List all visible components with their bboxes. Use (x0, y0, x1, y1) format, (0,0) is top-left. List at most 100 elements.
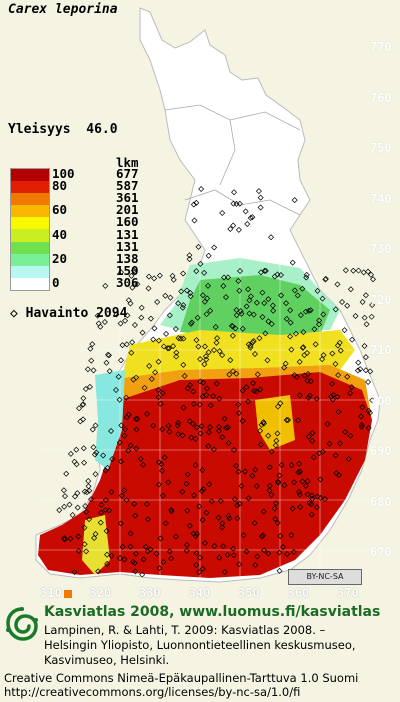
legend-colorbar (10, 168, 50, 291)
observation-diamond (148, 376, 155, 383)
observation-diamond (266, 464, 273, 471)
observation-diamond (368, 313, 375, 320)
observation-diamond (205, 443, 212, 450)
legend-swatch (11, 229, 49, 242)
observation-diamond (311, 326, 318, 333)
frequency-label: Yleisyys 46.0 (8, 122, 118, 137)
observation-diamond (250, 380, 257, 387)
observation-diamond (345, 455, 352, 462)
license-url[interactable]: http://creativecommons.org/licenses/by-n… (4, 685, 301, 699)
observation-diamond (108, 427, 115, 434)
observation-diamond (210, 446, 217, 453)
observation-diamond (60, 487, 67, 494)
observation-diamond (158, 461, 165, 468)
observation-diamond (159, 390, 166, 397)
observation-diamond (198, 488, 205, 495)
observation-diamond (207, 402, 214, 409)
observation-diamond (268, 320, 275, 327)
observation-diamond (124, 312, 131, 319)
observation-diamond (105, 351, 112, 358)
observation-diamond (129, 339, 136, 346)
observation-diamond (204, 295, 211, 302)
legend-swatch (11, 217, 49, 230)
observation-diamond (63, 470, 70, 477)
observation-diamond (370, 276, 377, 283)
observation-diamond (257, 204, 264, 211)
observation-diamond (215, 514, 222, 521)
zone-yellow-patch (255, 395, 295, 450)
observation-diamond (183, 480, 190, 487)
observation-diamond (296, 392, 303, 399)
observation-diamond (363, 321, 370, 328)
observation-diamond (195, 243, 202, 250)
observation-diamond (92, 471, 99, 478)
observation-diamond (256, 335, 263, 342)
observation-diamond (145, 285, 152, 292)
observation-diamond (108, 489, 115, 496)
zone-yellow-coast (82, 515, 110, 575)
observation-diamond (198, 186, 205, 193)
observation-diamond (236, 287, 243, 294)
observation-diamond (82, 386, 89, 393)
observation-diamond (261, 267, 268, 274)
observation-diamond (102, 497, 109, 504)
observation-diamond (93, 449, 100, 456)
observation-diamond (312, 341, 319, 348)
observation-diamond (219, 524, 226, 531)
observation-diamond (294, 292, 301, 299)
observation-diamond (250, 311, 257, 318)
observation-diamond (200, 486, 207, 493)
observation-diamond (187, 290, 194, 297)
legend-count: 131 (116, 238, 139, 254)
observation-diamond (280, 544, 287, 551)
observation-diamond (226, 371, 233, 378)
observation-diamond (253, 483, 260, 490)
observation-diamond (334, 281, 341, 288)
observation-diamond (186, 522, 193, 529)
observation-diamond (268, 234, 275, 241)
observation-diamond (86, 487, 93, 494)
observation-diamond (249, 472, 256, 479)
observation-diamond (310, 454, 317, 461)
observation-diamond (232, 325, 239, 332)
observation-diamond (179, 304, 186, 311)
observation-diamond (329, 380, 336, 387)
observation-diamond (236, 500, 243, 507)
observation-diamond (157, 400, 164, 407)
observation-diamond (133, 426, 140, 433)
observation-diamond (172, 325, 179, 332)
observation-diamond (140, 556, 147, 563)
observation-diamond (140, 461, 147, 468)
observation-diamond (207, 307, 214, 314)
observation-diamond (155, 481, 162, 488)
cc-license-badge[interactable]: BY-NC-SA (288, 569, 362, 585)
legend-class-label: 20 (52, 250, 68, 266)
observation-diamond (265, 296, 272, 303)
observation-diamond (155, 387, 162, 393)
observation-diamond (125, 447, 132, 454)
observation-diamond (197, 260, 204, 267)
observation-diamond (145, 516, 152, 523)
observation-diamond (320, 311, 327, 318)
observation-diamond (157, 535, 164, 542)
observation-diamond (87, 345, 94, 352)
observation-diamond (276, 567, 283, 574)
observation-diamond (239, 325, 246, 332)
observation-diamond (72, 493, 79, 500)
observation-diamond (334, 342, 341, 349)
observation-diamond (250, 337, 257, 344)
observation-diamond (159, 467, 166, 474)
observation-diamond (210, 393, 217, 400)
observation-diamond (306, 392, 313, 399)
observation-diamond (190, 388, 197, 395)
legend-swatch (11, 265, 49, 278)
observation-diamond (102, 282, 109, 289)
observation-diamond (235, 410, 242, 417)
observation-diamond (202, 353, 209, 360)
observation-diamond (156, 272, 163, 279)
observation-diamond (190, 492, 197, 499)
observation-diamond (121, 432, 128, 439)
observation-diamond (175, 431, 182, 438)
observation-diamond (75, 547, 82, 554)
observation-diamond (245, 495, 252, 502)
